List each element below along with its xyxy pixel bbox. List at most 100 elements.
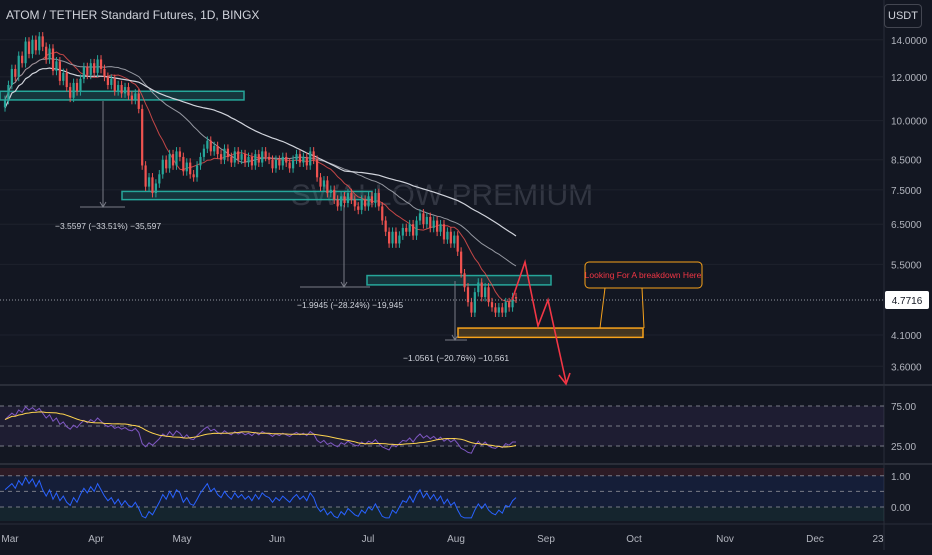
candle-body [415, 220, 418, 236]
candle [470, 297, 473, 317]
candle-body [278, 159, 281, 166]
candle [185, 158, 188, 176]
candle-body [504, 302, 507, 313]
candle [405, 223, 408, 237]
candle [281, 152, 284, 170]
candle [127, 82, 130, 100]
candle [305, 152, 308, 170]
candle-body [82, 67, 85, 79]
candle-body [27, 41, 31, 54]
candle-body [192, 174, 195, 178]
candle [291, 155, 295, 173]
candle-body [34, 39, 37, 51]
candle [494, 303, 497, 317]
candle [401, 223, 404, 240]
candle [370, 192, 374, 208]
candle [45, 42, 48, 64]
candle-body [17, 55, 20, 77]
candle [302, 152, 305, 167]
candle [490, 297, 494, 312]
candle [398, 231, 401, 248]
candle [432, 216, 435, 233]
candle-body [285, 156, 288, 163]
candle-body [333, 189, 336, 200]
candle [436, 216, 439, 237]
measure-label-2: −1.9945 (−28.24%) −19,945 [297, 300, 403, 310]
candle-body [432, 220, 435, 228]
candle-body [243, 154, 247, 163]
oscillator-pane: 1.00 0.00 [0, 468, 911, 521]
candle [487, 282, 490, 307]
candle-body [295, 154, 298, 160]
candle-body [470, 302, 473, 313]
candle-body [288, 162, 291, 169]
candle [72, 78, 75, 103]
candle [130, 91, 134, 105]
candle [339, 192, 343, 211]
candle-body [387, 231, 391, 244]
candle [326, 176, 329, 198]
candle-body [422, 213, 425, 225]
candle-body [514, 297, 518, 299]
candle-body [120, 84, 123, 94]
candle-body [377, 193, 380, 207]
orange-zone [457, 327, 644, 339]
candle [233, 147, 236, 167]
candle [357, 202, 360, 215]
time-tick-label: Mar [1, 534, 19, 545]
candle [446, 227, 449, 244]
candle [312, 147, 315, 165]
candle [346, 188, 350, 208]
candle-body [182, 156, 185, 172]
time-tick-label: Aug [447, 534, 465, 545]
candle-body [460, 251, 463, 274]
candle [271, 155, 274, 173]
candle [477, 278, 480, 297]
callout-breakdown[interactable]: Looking For A breakdown Here [584, 261, 703, 329]
candle-body [127, 87, 130, 96]
candle [257, 149, 260, 167]
candle-body [353, 199, 356, 207]
candle-body [247, 156, 250, 163]
candle [411, 219, 415, 240]
candle [96, 55, 99, 78]
current-price-tag: 4.7716 [885, 291, 929, 309]
price-axis: 14.0000 12.0000 10.0000 8.5000 7.5000 6.5000 5… [891, 36, 928, 373]
candle-body [501, 307, 504, 313]
candle-body [62, 72, 65, 81]
candle-body [195, 165, 199, 178]
candle-body [350, 193, 353, 200]
candle [237, 147, 240, 165]
candle-body [216, 145, 219, 155]
candle [216, 141, 219, 159]
candle [360, 195, 363, 215]
candle-body [168, 154, 171, 169]
rsi-ma-line [4, 411, 517, 448]
candle [171, 149, 175, 170]
candle [350, 188, 353, 204]
candle-body [233, 151, 236, 163]
candle [62, 68, 65, 86]
currency-button[interactable]: USDT [884, 4, 922, 28]
time-tick-label: Jun [269, 534, 285, 545]
candle [147, 173, 151, 191]
candle-body [274, 159, 278, 169]
ema-long-line [4, 67, 517, 237]
candle-body [144, 165, 147, 187]
candle [274, 155, 278, 173]
candle [497, 303, 500, 317]
current-price-value: 4.7716 [892, 296, 923, 307]
candle-body [137, 93, 140, 109]
candle-body [45, 46, 48, 60]
candle [261, 147, 264, 167]
candle-body [202, 148, 206, 157]
candle [367, 192, 370, 211]
rsi-tick-label: 25.00 [891, 442, 916, 453]
candle-body [473, 292, 476, 313]
callout-text: Looking For A breakdown Here [585, 270, 702, 280]
price-tick-label: 3.6000 [891, 362, 922, 373]
candle [189, 158, 192, 179]
candle [141, 104, 144, 170]
candle-body [72, 82, 75, 98]
